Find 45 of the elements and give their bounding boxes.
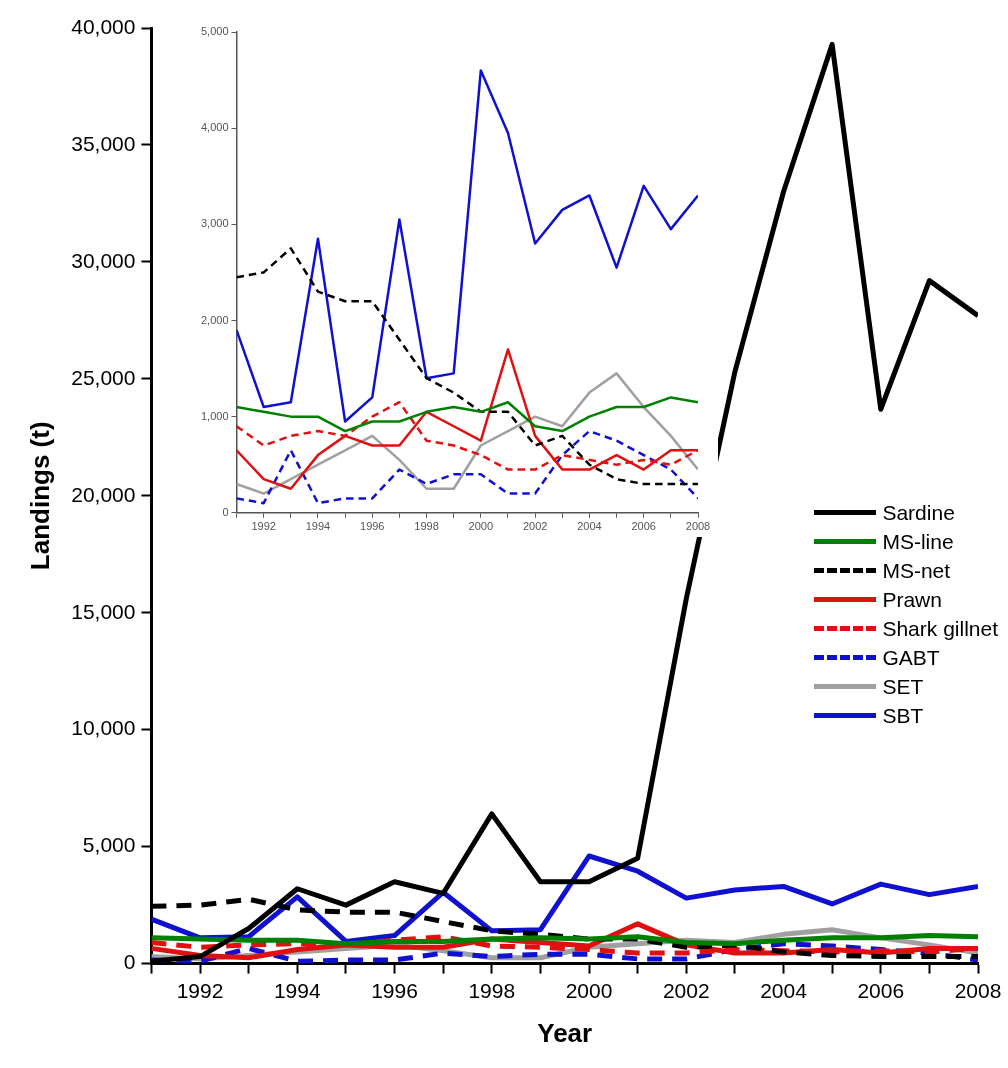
legend-label: MS-line	[882, 529, 954, 554]
x-tick-label: 1994	[305, 520, 331, 533]
y-tick-label: 4,000	[201, 121, 229, 134]
y-tick-label: 10,000	[71, 716, 136, 740]
line-series	[236, 429, 698, 505]
y-tick-label: 40,000	[71, 14, 136, 38]
x-tick-label: 1992	[176, 979, 224, 1002]
x-tick-label: 2002	[522, 520, 548, 533]
x-tick-label: 1998	[468, 979, 516, 1002]
y-tick-label: 2,000	[201, 313, 229, 326]
x-tick-label: 2006	[631, 520, 656, 533]
x-tick-label: 1996	[360, 520, 385, 533]
y-tick-label: 30,000	[71, 248, 136, 272]
y-tick-label: 35,000	[71, 131, 136, 155]
legend-label: SBT	[882, 703, 924, 728]
x-tick-label: 1992	[251, 520, 276, 533]
x-tick-label: 1998	[414, 520, 439, 533]
legend-label: MS-net	[882, 558, 951, 583]
x-tick-label: 2004	[577, 520, 602, 533]
legend-label: GABT	[882, 645, 940, 670]
x-tick-label: 2004	[760, 979, 808, 1002]
x-tick-label: 2002	[662, 979, 710, 1002]
y-tick-label: 0	[123, 950, 136, 974]
legend-label: Prawn	[882, 587, 942, 612]
y-tick-label: 5,000	[201, 25, 229, 38]
x-tick-label: 2000	[468, 520, 494, 533]
x-tick-label: 1996	[371, 979, 418, 1002]
x-tick-label: 2006	[857, 979, 905, 1002]
y-axis-title: Landings (t)	[24, 421, 55, 571]
x-axis-title: Year	[537, 1017, 593, 1048]
y-tick-label: 20,000	[71, 482, 136, 506]
x-tick-label: 1994	[273, 979, 321, 1002]
y-tick-label: 0	[222, 505, 229, 518]
x-tick-label: 2000	[565, 979, 613, 1002]
legend-label: Sardine	[882, 500, 955, 525]
legend-label: SET	[882, 674, 924, 699]
legend-label: Shark gillnet	[882, 616, 998, 641]
y-tick-label: 5,000	[82, 833, 136, 857]
y-tick-label: 15,000	[71, 599, 136, 623]
x-tick-label: 2008	[685, 520, 711, 533]
y-tick-label: 3,000	[201, 217, 229, 230]
y-tick-label: 25,000	[71, 365, 136, 389]
line-series	[236, 247, 698, 486]
x-tick-label: 2008	[954, 979, 1002, 1002]
y-tick-label: 1,000	[201, 409, 229, 422]
